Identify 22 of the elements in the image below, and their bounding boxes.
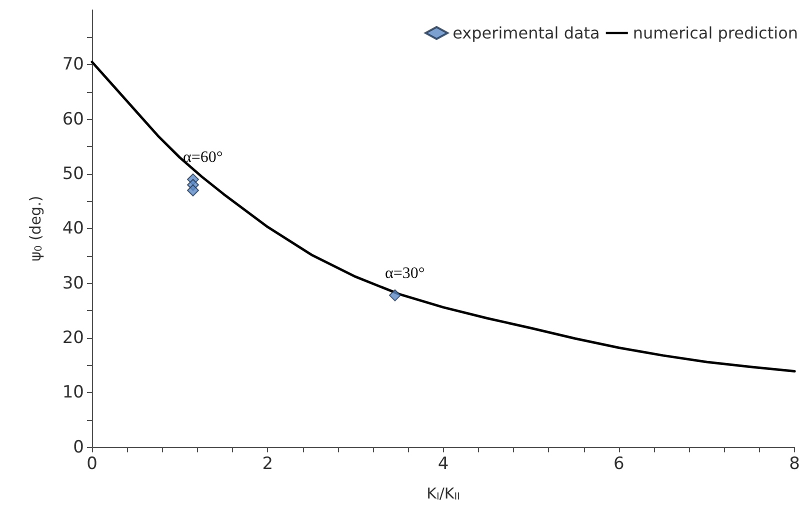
legend-label: numerical prediction [632, 24, 798, 42]
x-axis-title: KI/KII [426, 484, 460, 503]
x-tick-label: 4 [438, 454, 449, 474]
y-tick-label: 70 [62, 54, 84, 75]
y-tick-label: 20 [62, 328, 84, 348]
y-tick-label: 0 [73, 437, 84, 458]
legend-label: experimental data [452, 24, 600, 42]
y-tick-label: 60 [62, 109, 84, 130]
y-tick-label: 30 [62, 273, 84, 294]
y-axis-title: ψ0 (deg.) [26, 196, 45, 262]
annotation: α=30° [384, 264, 425, 282]
y-tick-label: 50 [62, 164, 84, 184]
x-tick-label: 6 [614, 454, 624, 474]
point [187, 184, 199, 196]
y-tick-label: 10 [62, 382, 84, 403]
x-tick-label: 0 [86, 454, 98, 474]
line-series [90, 60, 796, 373]
point [388, 289, 401, 302]
x-tick-label: 8 [789, 454, 800, 474]
y-tick-label: 40 [62, 218, 84, 239]
x-tick-label: 2 [262, 454, 274, 474]
annotation: α=60° [183, 148, 223, 166]
